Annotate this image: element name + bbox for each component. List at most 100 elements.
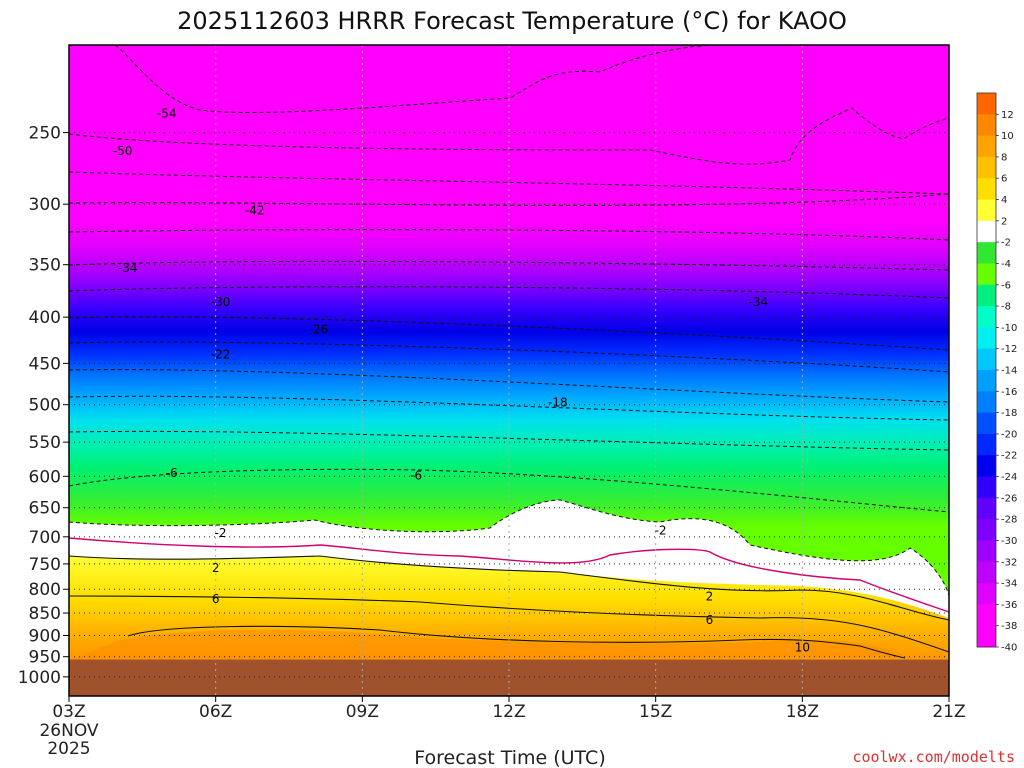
x-tick-label: 15Z (639, 702, 672, 722)
colorbar-swatch (977, 135, 996, 158)
colorbar-swatch (977, 476, 996, 499)
colorbar-swatch (977, 497, 996, 520)
y-tick-label: 1000 (18, 668, 61, 688)
colorbar-swatch (977, 561, 996, 584)
colorbar-label: -34 (1001, 579, 1017, 590)
y-tick-label: 600 (29, 467, 61, 487)
colorbar-label: -8 (1001, 302, 1011, 313)
colorbar-swatch (977, 455, 996, 477)
contour-label: -22 (211, 348, 231, 362)
colorbar-label: -22 (1001, 451, 1017, 462)
contour-label: -34 (118, 261, 138, 275)
contour-label: -42 (245, 204, 265, 218)
colorbar-swatch (977, 93, 996, 115)
contour-6pos (69, 595, 949, 653)
y-tick-label: 650 (29, 499, 61, 519)
contour-lines (69, 45, 949, 597)
colorbar-label: -12 (1001, 344, 1017, 355)
colorbar-label: -24 (1001, 472, 1017, 483)
y-tick-label: 550 (29, 433, 61, 453)
colorbar-label: -4 (1001, 259, 1011, 270)
contour-label: -30 (211, 295, 231, 309)
colorbar-swatch (977, 199, 996, 222)
y-tick-label: 250 (29, 124, 61, 144)
colorbar-label: -6 (1001, 280, 1011, 291)
x-tick-label: 18Z (786, 702, 819, 722)
colorbar-swatch (977, 327, 996, 350)
colorbar-swatch (977, 433, 996, 456)
contour-2 (69, 555, 949, 621)
colorbar-label: -2 (1001, 238, 1011, 249)
chart-title: 2025112603 HRRR Forecast Temperature (°C… (177, 7, 847, 35)
contour-label: 6 (706, 613, 714, 627)
colorbar-label: 10 (1001, 131, 1014, 142)
contour-42 (69, 193, 949, 206)
x-date-label: 2025 (47, 739, 90, 759)
y-tick-label: 300 (29, 195, 61, 215)
freezing-contour (69, 537, 949, 613)
colorbar-swatch (977, 284, 996, 307)
colorbar-label: 4 (1001, 195, 1007, 206)
x-tick-label: 21Z (932, 702, 965, 722)
x-axis-label: Forecast Time (UTC) (414, 747, 605, 768)
colorbar-swatch (977, 114, 996, 137)
contour-label: -50 (113, 144, 133, 158)
contour-38 (69, 229, 949, 241)
y-tick-label: 850 (29, 604, 61, 624)
colorbar-swatch (977, 519, 996, 541)
colorbar-swatch (977, 178, 996, 200)
x-date-label: 26NOV (39, 721, 98, 741)
colorbar-swatch (977, 242, 996, 264)
colorbar-label: -18 (1001, 408, 1017, 419)
contour-label: -18 (548, 395, 568, 409)
contour-14 (69, 395, 949, 421)
colorbar-label: 12 (1001, 110, 1014, 121)
colorbar-label: -32 (1001, 557, 1017, 568)
x-tick-label: 12Z (492, 702, 525, 722)
colorbar-label: -40 (1001, 643, 1017, 654)
contour-label: -6 (410, 469, 422, 483)
colorbar-swatch (977, 604, 996, 627)
contour-label: 2 (212, 561, 220, 575)
warm-contours (69, 555, 949, 659)
y-tick-label: 750 (29, 555, 61, 575)
contour-10 (69, 430, 949, 451)
colorbar-swatch (977, 391, 996, 414)
colorbar-swatch (977, 220, 996, 243)
y-tick-label: 450 (29, 354, 61, 374)
colorbar-swatch (977, 412, 996, 435)
credit-label: coolwx.com/modelts (852, 748, 1015, 766)
colorbar: 12 10 8 6 4 2 -2 -4 -6 -8 -10 -12 -14 -16 -18 -20 -22 -24… (976, 92, 1017, 654)
contour-labels: -54-50-42-34-30-26-22-18-34-6 -6-2 -226 261… (113, 106, 810, 654)
colorbar-label: 2 (1001, 216, 1007, 227)
contour-34 (69, 260, 949, 271)
contour-50 (69, 107, 949, 165)
contour-label: -54 (157, 106, 177, 120)
colorbar-label: -26 (1001, 493, 1017, 504)
y-tick-label: 350 (29, 256, 61, 276)
colorbar-label: -16 (1001, 387, 1017, 398)
y-tick-label: 500 (29, 396, 61, 416)
gridlines (69, 45, 949, 696)
colorbar-label: -38 (1001, 621, 1017, 632)
colorbar-label: -10 (1001, 323, 1017, 334)
warmest-layer (69, 629, 905, 660)
colorbar-swatch (977, 306, 996, 328)
colorbar-swatch (977, 348, 996, 371)
y-tick-label: 900 (29, 626, 61, 646)
contour-18 (69, 369, 949, 403)
colorbar-label: -30 (1001, 536, 1017, 547)
contour-label: -2 (215, 526, 227, 540)
colorbar-label: -36 (1001, 600, 1017, 611)
contour-30 (69, 286, 949, 299)
contour-label: 2 (706, 590, 714, 604)
x-tick-label: 09Z (346, 702, 379, 722)
colorbar-label: -14 (1001, 366, 1017, 377)
y-axis: 2503003504004505005506006507007508008509… (18, 124, 69, 688)
contour-label: -26 (309, 323, 329, 337)
contour-46 (69, 171, 949, 195)
y-tick-label: 950 (29, 648, 61, 668)
contour-label: 10 (795, 641, 810, 655)
